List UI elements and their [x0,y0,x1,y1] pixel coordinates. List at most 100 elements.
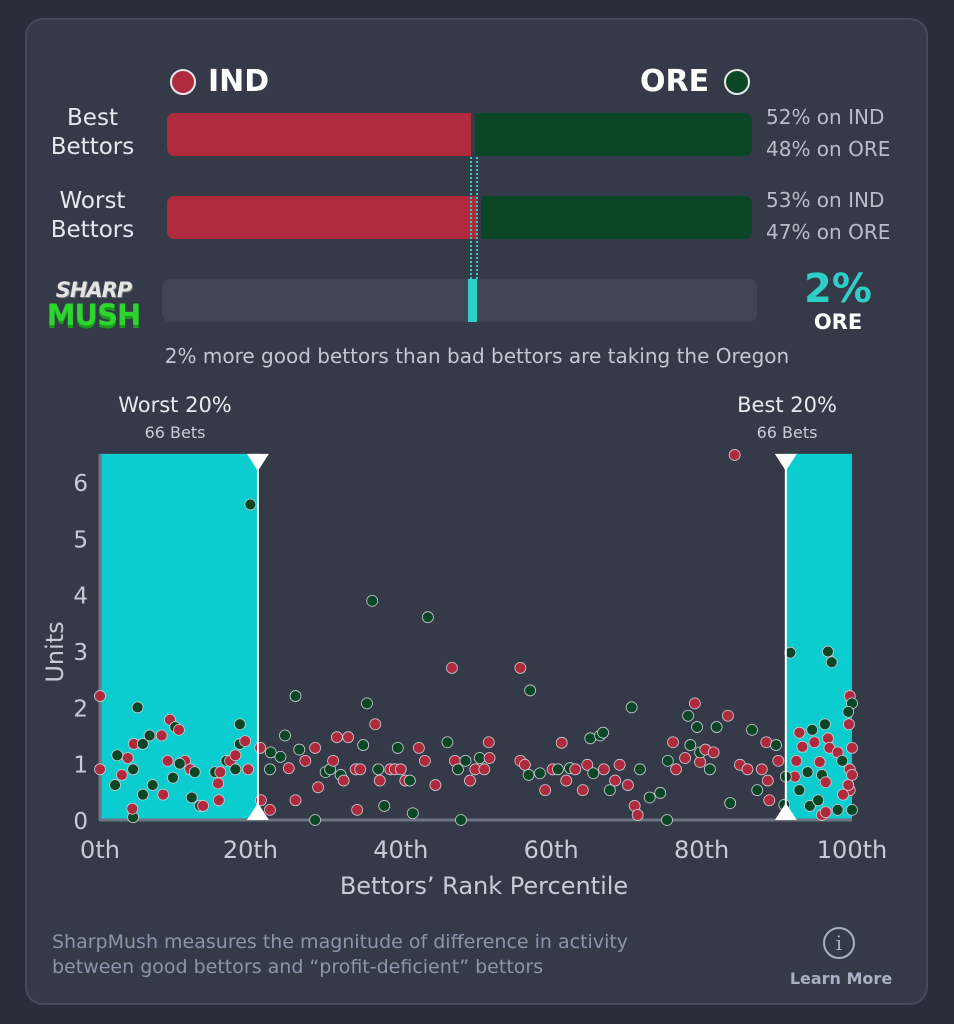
data-point-ore [597,726,609,739]
sharpmush-caption: 2% more good bettors than bad bettors ar… [164,344,790,368]
data-point-ind [560,774,573,787]
y-tick-label: 4 [73,584,88,610]
data-point-ind [581,758,594,771]
row-label-line: Worst [59,188,126,214]
data-point-ore [143,729,156,742]
data-point-ind [843,718,855,731]
sharpmush-logo: SHARP MUSH [36,278,151,330]
data-point-ind [755,763,768,776]
data-point-ind [576,784,589,797]
data-point-ind [330,731,343,744]
sharpmush-value: 2% [804,266,872,312]
data-point-ind [197,800,209,812]
data-point-ore [534,767,546,780]
data-point-ore [822,645,834,658]
y-tick-label: 2 [73,696,88,722]
data-point-ore [188,766,201,779]
x-tick-label: 40th [373,836,428,864]
row-label-line: Best [67,105,118,131]
data-point-ind [282,762,295,775]
data-point-ore [455,814,467,826]
sharpmush-bar-track [162,279,757,322]
data-point-ind [631,809,644,821]
data-point-ind [369,718,382,731]
data-point-ore [372,763,385,776]
best-region-bets: 66 Bets [756,423,818,442]
x-tick-label: 0th [80,836,120,864]
worst-boundary-handle-top-icon [246,453,269,471]
footer-description: SharpMush measures the magnitude of diff… [52,930,628,980]
data-point-ind [173,723,185,736]
data-point-ore [846,803,858,816]
data-point-ore [625,701,638,714]
best-split-guide [470,157,473,279]
best-bettors-pcts: 52% on IND 48% on ORE [766,101,890,165]
data-point-ore [167,771,179,784]
y-tick-label: 3 [73,640,88,666]
data-point-ind [94,690,106,702]
y-tick-label: 1 [73,753,88,779]
data-point-ind [609,774,622,787]
data-point-ind [212,794,225,807]
data-point-ind [337,774,350,787]
data-point-ore [309,814,321,826]
data-point-ore [109,779,121,791]
logo-top-text: SHARP [55,278,133,302]
data-point-ore [819,718,831,731]
data-point-ore [684,739,697,751]
data-point-ore [522,769,535,781]
data-point-ore [770,739,782,751]
data-point-ind [94,763,106,776]
data-point-ind [846,769,858,781]
data-point-ind [214,766,227,779]
data-point-ore [703,763,716,776]
data-point-ore [293,743,306,756]
ore-share-bar [475,113,752,156]
data-point-ore [452,763,464,776]
data-point-ore [136,738,149,750]
data-point-ind [157,788,170,801]
ind-pct-text: 52% on IND [766,105,885,129]
data-point-ore [654,787,667,799]
data-point-ore [185,791,198,804]
data-point-ore [473,752,486,764]
data-point-ore [289,690,302,702]
data-point-ore [751,784,764,797]
data-point-ore [584,732,597,745]
data-point-ind [670,763,682,776]
data-point-ind [822,732,834,745]
data-point-ore [746,723,758,736]
data-point-ore [421,611,434,624]
data-point-ind [418,754,431,767]
data-point-ind [126,802,139,815]
data-point-ore [661,814,673,826]
data-point-ind [622,779,634,791]
data-point-ore [111,749,124,762]
data-point-ore [403,774,416,787]
learn-more-button[interactable]: i Learn More [780,925,902,991]
data-point-ind [796,740,809,753]
data-point-ore [233,718,246,731]
data-point-ind [478,763,491,776]
data-point-ore [361,697,373,710]
best-bettors-bar [167,113,752,156]
data-point-ind [842,779,855,791]
data-point-ore [391,741,404,754]
data-point-ind [837,788,849,801]
data-point-ore [643,791,656,804]
data-point-ore [603,784,616,797]
data-point-ind [482,736,495,749]
data-point-ore [806,723,819,736]
data-point-ind [761,774,774,787]
worst-bettors-label: Worst Bettors [40,187,145,245]
data-point-ind [309,741,321,754]
data-point-ind [429,779,442,791]
data-point-ore [264,746,277,759]
data-point-ind [464,774,476,787]
data-point-ore [136,788,149,801]
data-point-ind [707,746,720,759]
data-point-ind [569,763,582,776]
data-point-ind [518,758,531,771]
data-point-ore [127,763,139,776]
